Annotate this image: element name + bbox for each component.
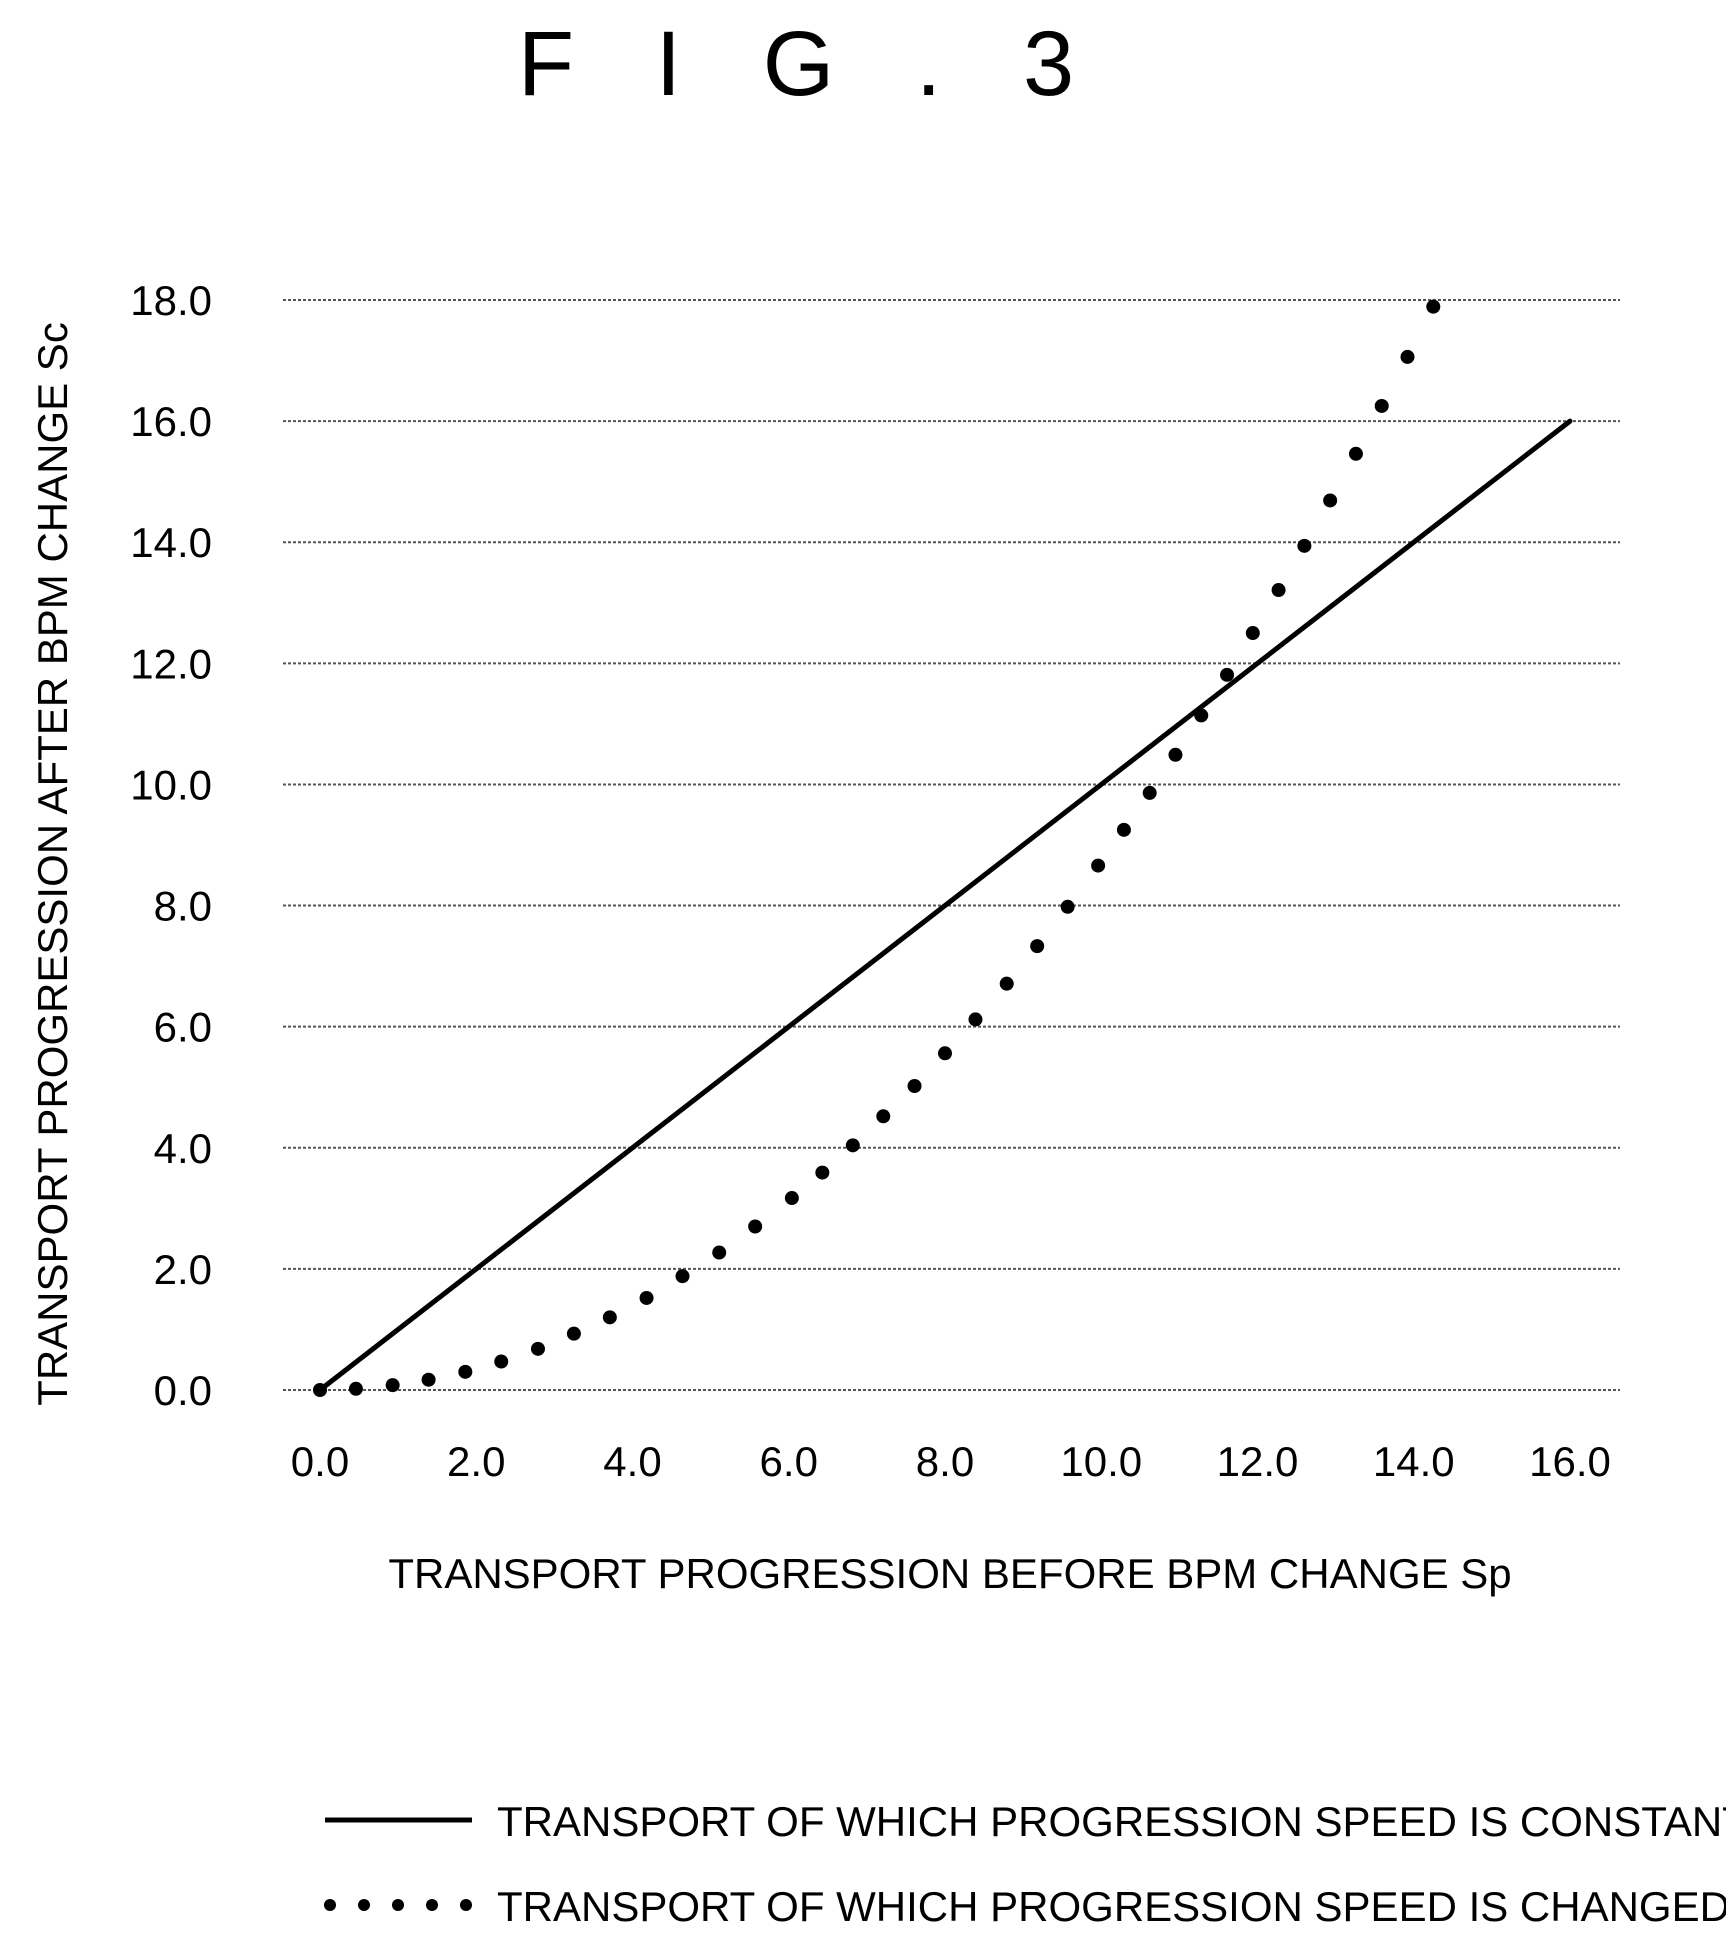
x-tick-label-7: 14.0 bbox=[1373, 1438, 1455, 1485]
legend: TRANSPORT OF WHICH PROGRESSION SPEED IS … bbox=[324, 1798, 1726, 1930]
data-point-changed-6 bbox=[530, 1341, 545, 1356]
x-tick-label-0: 0.0 bbox=[291, 1438, 349, 1485]
data-point-changed-35 bbox=[1400, 349, 1415, 364]
data-point-changed-14 bbox=[815, 1165, 830, 1180]
legend-label-constant: TRANSPORT OF WHICH PROGRESSION SPEED IS … bbox=[497, 1798, 1726, 1845]
legend-dot-2 bbox=[392, 1899, 404, 1911]
data-point-changed-21 bbox=[1030, 939, 1045, 954]
data-point-changed-28 bbox=[1220, 667, 1235, 682]
legend-dotted-swatch bbox=[324, 1899, 472, 1911]
data-point-changed-20 bbox=[999, 976, 1014, 991]
y-tick-label-5: 10.0 bbox=[130, 761, 212, 808]
data-point-changed-4 bbox=[458, 1364, 473, 1379]
y-tick-label-0: 0.0 bbox=[154, 1367, 212, 1414]
x-axis-label: TRANSPORT PROGRESSION BEFORE BPM CHANGE … bbox=[388, 1550, 1511, 1597]
y-tick-label-4: 8.0 bbox=[154, 883, 212, 930]
data-point-changed-36 bbox=[1426, 299, 1441, 314]
x-tick-label-4: 8.0 bbox=[916, 1438, 974, 1485]
x-tick-label-5: 10.0 bbox=[1060, 1438, 1142, 1485]
y-axis-ticks: 0.0 2.0 4.0 6.0 8.0 10.0 12.0 14.0 16.0 18.0 bbox=[130, 277, 212, 1414]
x-tick-label-1: 2.0 bbox=[447, 1438, 505, 1485]
legend-dot-3 bbox=[426, 1899, 438, 1911]
y-tick-label-1: 2.0 bbox=[154, 1246, 212, 1293]
data-point-changed-26 bbox=[1168, 747, 1183, 762]
data-point-changed-7 bbox=[566, 1326, 581, 1341]
plot-series bbox=[313, 299, 1573, 1397]
data-point-changed-12 bbox=[748, 1219, 763, 1234]
data-point-changed-23 bbox=[1091, 858, 1106, 873]
data-point-changed-31 bbox=[1297, 538, 1312, 553]
data-point-changed-22 bbox=[1060, 899, 1075, 914]
legend-dot-0 bbox=[324, 1899, 336, 1911]
y-tick-label-9: 18.0 bbox=[130, 277, 212, 324]
data-point-changed-24 bbox=[1116, 822, 1131, 837]
data-point-changed-18 bbox=[938, 1046, 952, 1061]
data-point-changed-32 bbox=[1323, 493, 1338, 508]
legend-label-changed: TRANSPORT OF WHICH PROGRESSION SPEED IS … bbox=[497, 1883, 1726, 1930]
data-point-changed-8 bbox=[602, 1310, 617, 1325]
data-point-changed-0 bbox=[313, 1383, 327, 1397]
y-tick-label-8: 16.0 bbox=[130, 398, 212, 445]
data-point-changed-30 bbox=[1271, 583, 1286, 598]
x-tick-label-6: 12.0 bbox=[1217, 1438, 1299, 1485]
x-axis-ticks: 0.0 2.0 4.0 6.0 8.0 10.0 12.0 14.0 16.0 bbox=[291, 1438, 1611, 1485]
data-point-changed-34 bbox=[1374, 398, 1389, 413]
data-point-changed-9 bbox=[639, 1290, 654, 1305]
data-point-changed-11 bbox=[712, 1245, 727, 1260]
data-point-changed-29 bbox=[1245, 626, 1260, 641]
x-tick-label-8: 16.0 bbox=[1529, 1438, 1611, 1485]
y-axis-label: TRANSPORT PROGRESSION AFTER BPM CHANGE S… bbox=[29, 322, 76, 1406]
y-tick-label-2: 4.0 bbox=[154, 1125, 212, 1172]
y-tick-label-6: 12.0 bbox=[130, 640, 212, 687]
data-point-changed-3 bbox=[421, 1372, 436, 1387]
x-tick-label-2: 4.0 bbox=[603, 1438, 661, 1485]
data-point-changed-2 bbox=[385, 1378, 400, 1393]
legend-dot-1 bbox=[358, 1899, 370, 1911]
series-line-constant bbox=[317, 418, 1573, 1393]
data-point-changed-17 bbox=[907, 1079, 922, 1094]
data-point-changed-15 bbox=[845, 1138, 860, 1153]
x-tick-label-3: 6.0 bbox=[760, 1438, 818, 1485]
data-point-changed-33 bbox=[1348, 446, 1363, 461]
data-point-changed-25 bbox=[1142, 785, 1157, 800]
data-point-changed-1 bbox=[348, 1381, 363, 1396]
y-tick-label-7: 14.0 bbox=[130, 519, 212, 566]
data-point-changed-5 bbox=[494, 1354, 509, 1369]
data-point-changed-19 bbox=[968, 1012, 983, 1027]
legend-dot-4 bbox=[460, 1899, 472, 1911]
data-point-changed-27 bbox=[1194, 708, 1209, 723]
figure-label: F I G . 3 bbox=[518, 13, 1102, 115]
data-point-changed-13 bbox=[784, 1191, 799, 1206]
data-point-changed-10 bbox=[675, 1269, 690, 1284]
data-point-changed-16 bbox=[876, 1109, 891, 1124]
gridlines bbox=[283, 299, 1620, 1391]
y-tick-label-3: 6.0 bbox=[154, 1004, 212, 1051]
